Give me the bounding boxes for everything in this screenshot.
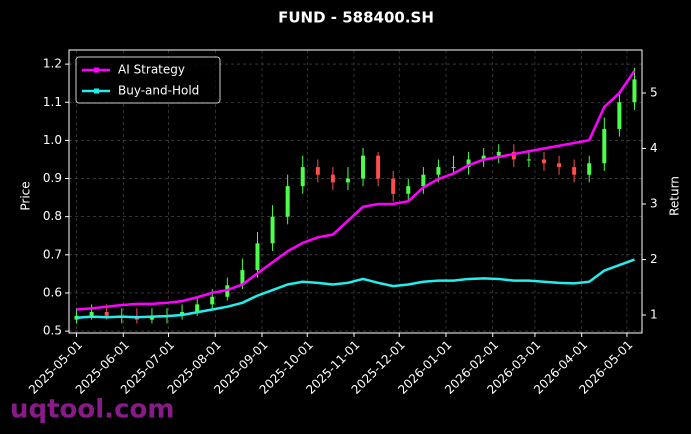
watermark: uqtool.com xyxy=(10,395,174,425)
candle-body xyxy=(496,151,501,156)
candle-body xyxy=(406,186,411,194)
candle-body xyxy=(541,159,546,164)
legend-marker xyxy=(94,67,99,73)
chart-title: FUND - 588400.SH xyxy=(278,9,434,27)
candle-body xyxy=(617,102,622,129)
candle-body xyxy=(391,178,396,194)
y2-tick-label: 2 xyxy=(650,252,658,266)
candle-body xyxy=(572,167,577,175)
candle-body xyxy=(481,155,486,160)
candle-body xyxy=(451,167,456,169)
y-axis-label: Price xyxy=(19,181,33,210)
y-tick-label: 0.6 xyxy=(43,285,62,299)
plot-frame xyxy=(68,49,643,334)
candle-body xyxy=(466,159,471,168)
y-tick-label: 1.0 xyxy=(43,133,62,147)
legend-label: Buy-and-Hold xyxy=(118,84,199,98)
y2-tick-label: 3 xyxy=(650,197,658,211)
candle-body xyxy=(195,304,200,313)
candle-body xyxy=(345,178,350,183)
legend: AI Strategy Buy-and-Hold xyxy=(75,56,221,104)
candle-body xyxy=(436,167,441,175)
y2-tick-label: 4 xyxy=(650,141,658,155)
candle-body xyxy=(526,159,531,161)
candle-body xyxy=(376,155,381,179)
candle-body xyxy=(421,174,426,187)
y-tick-label: 0.8 xyxy=(43,209,62,223)
series-line xyxy=(76,70,636,311)
y2-tick-label: 5 xyxy=(650,86,658,100)
candle-body xyxy=(240,270,245,286)
candle-body xyxy=(632,79,637,103)
candle-body xyxy=(104,312,109,316)
y-tick-label: 0.5 xyxy=(43,324,62,338)
legend-label: AI Strategy xyxy=(118,63,185,77)
candle-body xyxy=(557,163,562,168)
candle-body xyxy=(587,163,592,175)
series-line xyxy=(76,258,635,320)
candle-body xyxy=(285,186,290,217)
candle-body xyxy=(315,167,320,175)
legend-box xyxy=(75,56,221,104)
candle-body xyxy=(511,151,516,160)
legend-marker xyxy=(94,88,99,94)
candle-body xyxy=(361,155,366,179)
candle-body xyxy=(330,174,335,183)
y-tick-label: 1.2 xyxy=(43,57,62,71)
candle-body xyxy=(270,216,275,244)
candle-body xyxy=(300,167,305,187)
candle-body xyxy=(210,296,215,305)
candle-body xyxy=(602,128,607,164)
y2-tick-label: 1 xyxy=(650,308,658,322)
candle-body xyxy=(255,243,260,271)
candle-body xyxy=(89,312,94,316)
y2-axis-label: Return xyxy=(668,176,682,216)
y-tick-label: 0.9 xyxy=(43,171,62,185)
y-tick-label: 1.1 xyxy=(43,95,62,109)
y-tick-label: 0.7 xyxy=(43,247,62,261)
